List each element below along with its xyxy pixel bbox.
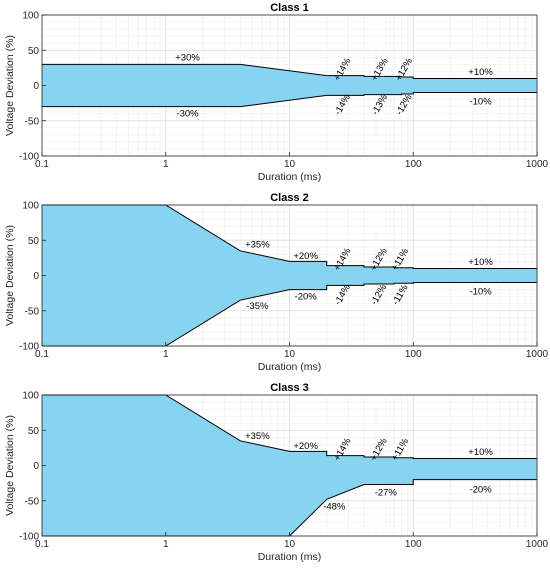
y-tick-label: 0 <box>33 461 39 472</box>
deviation-annotation-label: +20% <box>293 441 318 452</box>
deviation-annotation-label: -30% <box>176 109 199 120</box>
y-tick-label: 50 <box>28 46 40 57</box>
y-tick-label: -50 <box>25 496 40 507</box>
deviation-annotation-label: +10% <box>468 257 493 268</box>
y-axis-label: Voltage Deviation (%) <box>4 415 16 516</box>
y-tick-label: -50 <box>25 116 40 127</box>
class-2-chart: 0.1 1 10 100 1000 -100 -50 0 50 100 Class 2 Duratio… <box>4 192 549 373</box>
x-tick-label: 0.1 <box>35 159 49 170</box>
x-axis-label: Duration (ms) <box>258 551 322 563</box>
x-tick-label: 0.1 <box>35 539 49 550</box>
y-tick-label: 50 <box>28 236 40 247</box>
x-tick-label: 1000 <box>526 159 549 170</box>
deviation-annotation-label: +30% <box>175 52 200 63</box>
chart-title: Class 3 <box>270 382 309 394</box>
x-tick-label: 10 <box>284 349 296 360</box>
deviation-annotation-label: -20% <box>469 484 492 495</box>
upper-boundary-line <box>42 63 537 79</box>
y-tick-label: -100 <box>19 532 39 543</box>
x-tick-label: 1000 <box>526 539 549 550</box>
deviation-annotation-label: +20% <box>293 251 318 262</box>
y-tick-label: 100 <box>22 201 39 212</box>
tolerance-area <box>42 64 537 107</box>
upper-boundary-line <box>42 204 537 269</box>
deviation-annotation-label: -35% <box>246 301 269 312</box>
x-tick-label: 10 <box>284 159 296 170</box>
x-axis-label: Duration (ms) <box>258 171 322 183</box>
deviation-annotation-label: +35% <box>245 239 270 250</box>
chart-title: Class 2 <box>270 192 309 204</box>
y-tick-label: -100 <box>19 342 39 353</box>
x-tick-label: 100 <box>405 539 422 550</box>
x-axis-label: Duration (ms) <box>258 361 322 373</box>
lower-boundary-line <box>42 92 537 108</box>
lower-boundary-line <box>42 282 537 347</box>
x-tick-label: 100 <box>405 349 422 360</box>
tolerance-area <box>42 395 537 536</box>
deviation-annotation-label: +35% <box>245 431 270 442</box>
x-tick-label: 0.1 <box>35 349 49 360</box>
deviation-annotation-label: -27% <box>375 487 398 498</box>
upper-boundary-line <box>42 394 537 459</box>
x-tick-label: 1 <box>163 349 169 360</box>
x-tick-label: 10 <box>284 539 296 550</box>
deviation-annotation-label: -10% <box>469 97 492 108</box>
y-axis-label: Voltage Deviation (%) <box>4 225 16 326</box>
y-tick-label: 0 <box>33 81 39 92</box>
x-tick-label: 100 <box>405 159 422 170</box>
y-axis-label: Voltage Deviation (%) <box>4 35 16 136</box>
x-tick-label: 1 <box>163 159 169 170</box>
y-tick-label: 50 <box>28 426 40 437</box>
x-tick-label: 1 <box>163 539 169 550</box>
y-tick-label: 100 <box>22 391 39 402</box>
tolerance-area <box>42 205 537 346</box>
deviation-annotation-label: +10% <box>468 67 493 78</box>
x-tick-label: 1000 <box>526 349 549 360</box>
deviation-annotation-label: -20% <box>295 292 318 303</box>
y-tick-label: -100 <box>19 152 39 163</box>
class-3-chart: 0.1 1 10 100 1000 -100 -50 0 50 100 Class 3 Duratio… <box>4 382 549 563</box>
y-tick-label: 0 <box>33 271 39 282</box>
deviation-annotation-label: +10% <box>468 447 493 458</box>
class-1-chart: 0.1 1 10 100 1000 -100 -50 0 50 100 Class 1 Duratio… <box>4 2 549 183</box>
chart-title: Class 1 <box>270 2 309 14</box>
y-tick-label: 100 <box>22 11 39 22</box>
deviation-annotation-label: -10% <box>469 287 492 298</box>
deviation-annotation-label: -48% <box>323 501 346 512</box>
y-tick-label: -50 <box>25 306 40 317</box>
